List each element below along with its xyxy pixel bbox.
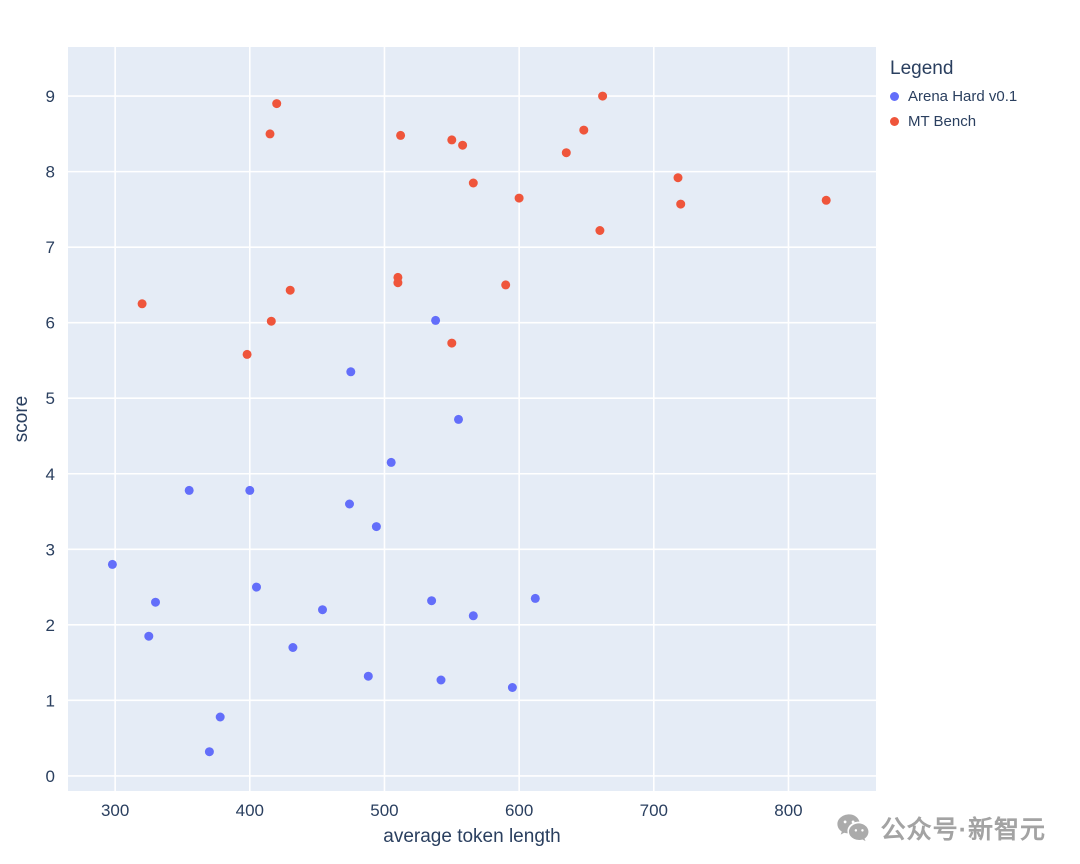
svg-text:8: 8: [46, 163, 55, 182]
watermark: 公众号·新智元: [836, 810, 1046, 846]
svg-text:6: 6: [46, 314, 55, 333]
legend-item-arena-hard[interactable]: Arena Hard v0.1: [890, 88, 1017, 105]
mt-bench-marker-icon: [890, 117, 899, 126]
svg-text:4: 4: [46, 465, 55, 484]
svg-text:2: 2: [46, 616, 55, 635]
wechat-icon: [836, 813, 872, 843]
legend-title: Legend: [890, 58, 954, 79]
svg-text:0: 0: [46, 767, 55, 786]
legend: Legend Arena Hard v0.1 MT Bench: [890, 58, 1017, 138]
svg-text:600: 600: [505, 801, 533, 820]
y-axis-title: score: [11, 395, 32, 443]
legend-item-mt-bench[interactable]: MT Bench: [890, 113, 1017, 130]
legend-label-arena-hard: Arena Hard v0.1: [908, 88, 1018, 105]
svg-text:700: 700: [640, 801, 668, 820]
svg-text:400: 400: [236, 801, 264, 820]
svg-text:3: 3: [46, 540, 55, 559]
svg-text:9: 9: [46, 87, 55, 106]
svg-text:5: 5: [46, 389, 55, 408]
x-axis-title: average token length: [383, 826, 561, 847]
arena-hard-marker-icon: [890, 92, 899, 101]
svg-text:800: 800: [774, 801, 802, 820]
svg-text:500: 500: [370, 801, 398, 820]
svg-text:300: 300: [101, 801, 129, 820]
legend-label-mt-bench: MT Bench: [908, 113, 977, 130]
svg-text:7: 7: [46, 238, 55, 257]
watermark-text: 公众号·新智元: [880, 816, 1046, 844]
svg-text:1: 1: [46, 691, 55, 710]
